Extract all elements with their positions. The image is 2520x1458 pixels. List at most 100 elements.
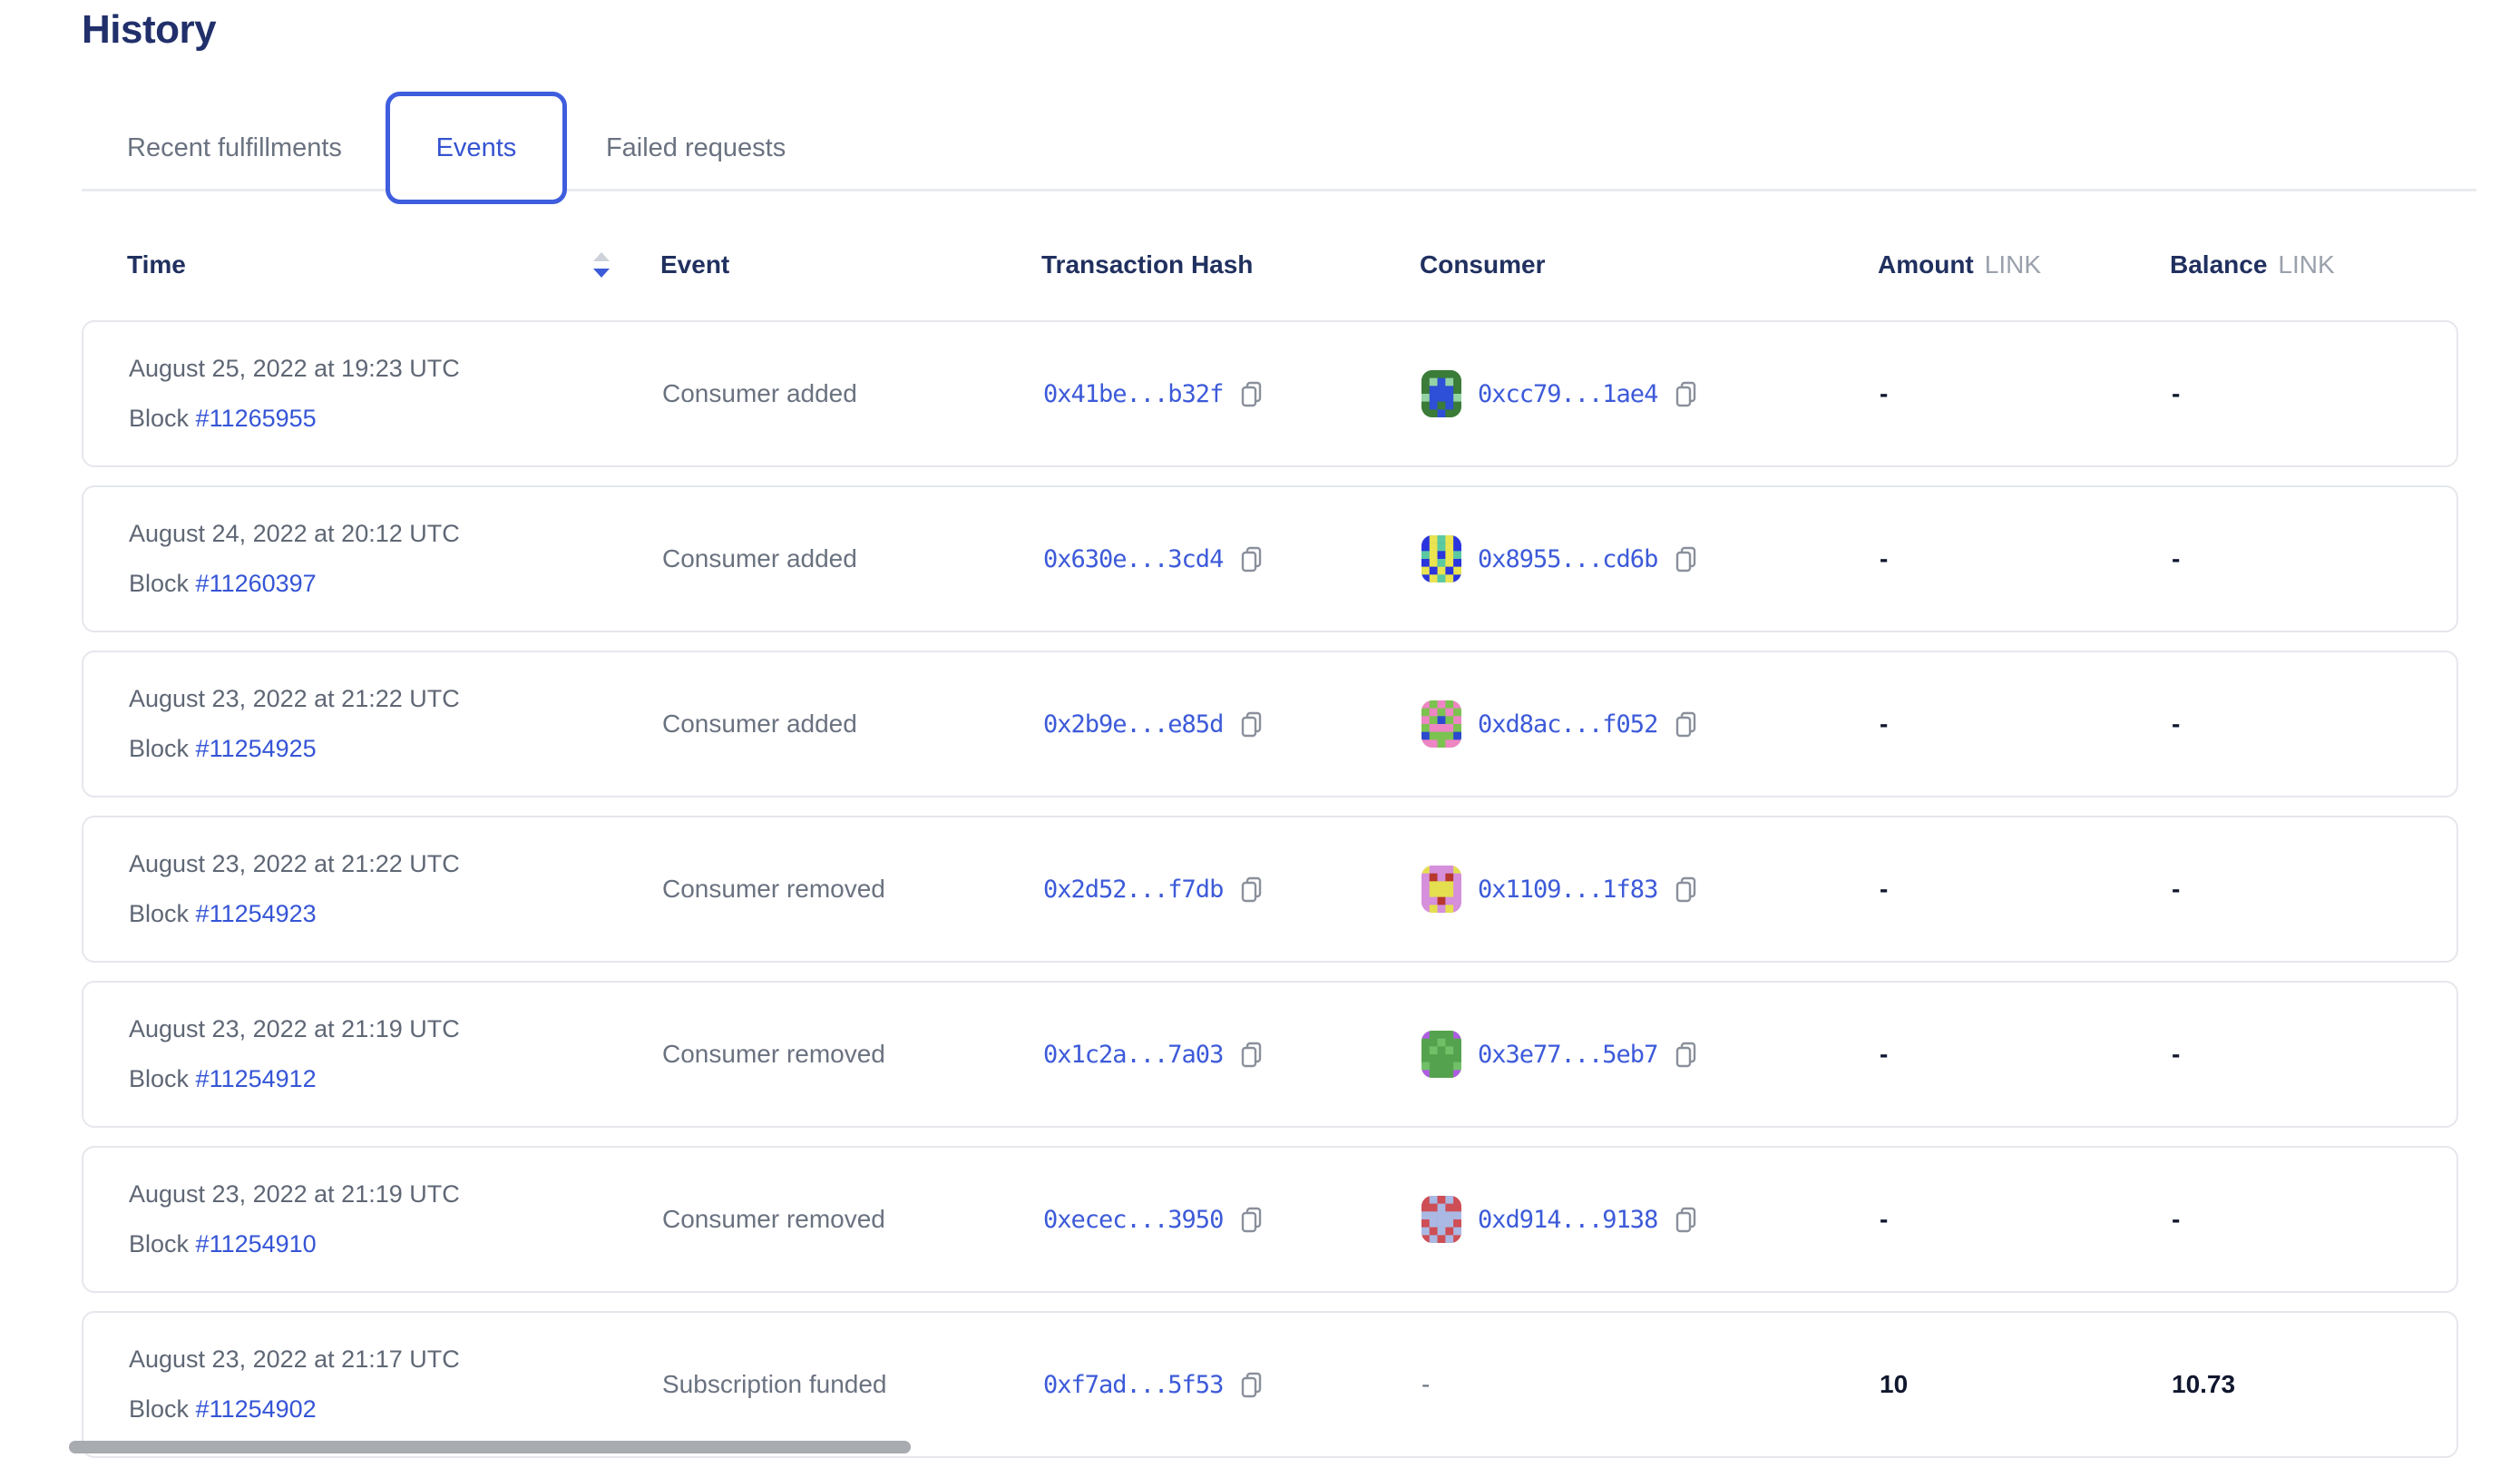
consumer-avatar: [1421, 535, 1461, 582]
copy-icon[interactable]: [1239, 710, 1264, 739]
event-cell: Consumer removed: [662, 875, 885, 903]
balance-cell: -: [2172, 1040, 2181, 1068]
column-header-time-label: Time: [127, 250, 186, 279]
event-cell: Consumer added: [662, 544, 857, 572]
amount-cell: -: [1880, 1040, 1889, 1068]
transaction-hash-cell: 0x1c2a...7a03: [1043, 1041, 1421, 1069]
copy-icon[interactable]: [1674, 545, 1698, 573]
row-block-line: Block #11254910: [129, 1230, 662, 1258]
copy-icon[interactable]: [1239, 545, 1264, 573]
row-block-line: Block #11254902: [129, 1395, 662, 1424]
copy-icon[interactable]: [1674, 876, 1698, 904]
copy-icon[interactable]: [1674, 1041, 1698, 1069]
copy-icon[interactable]: [1674, 710, 1698, 739]
consumer-cell: 0xd8ac...f052: [1421, 700, 1880, 748]
tab-bar: Recent fulfillments Events Failed reques…: [127, 92, 786, 204]
column-header-amount: Amount LINK: [1878, 250, 2170, 279]
consumer-cell: 0x8955...cd6b: [1421, 535, 1880, 582]
balance-cell: -: [2172, 1205, 2181, 1233]
row-date: August 23, 2022 at 21:22 UTC: [129, 685, 460, 712]
amount-cell: -: [1880, 544, 1889, 572]
transaction-hash-link[interactable]: 0x41be...b32f: [1043, 379, 1224, 408]
event-cell: Consumer added: [662, 379, 857, 407]
table-row: August 25, 2022 at 19:23 UTC Block #1126…: [82, 320, 2458, 467]
block-number-link[interactable]: #11254902: [195, 1395, 317, 1423]
sort-up-arrow-icon: [593, 252, 610, 261]
table-row: August 24, 2022 at 20:12 UTC Block #1126…: [82, 485, 2458, 632]
event-cell: Consumer removed: [662, 1040, 885, 1068]
row-block-line: Block #11260397: [129, 570, 662, 598]
transaction-hash-cell: 0x2d52...f7db: [1043, 876, 1421, 904]
table-row: August 23, 2022 at 21:19 UTC Block #1125…: [82, 981, 2458, 1128]
tab-recent-fulfillments[interactable]: Recent fulfillments: [127, 132, 342, 162]
time-cell: August 23, 2022 at 21:19 UTC Block #1125…: [129, 1180, 662, 1258]
table-row: August 23, 2022 at 21:17 UTC Block #1125…: [82, 1311, 2458, 1458]
sort-descending-icon[interactable]: [593, 252, 610, 278]
transaction-hash-link[interactable]: 0xecec...3950: [1043, 1205, 1224, 1234]
time-cell: August 23, 2022 at 21:17 UTC Block #1125…: [129, 1345, 662, 1424]
balance-unit-label: LINK: [2278, 250, 2335, 279]
row-date: August 23, 2022 at 21:19 UTC: [129, 1180, 460, 1208]
column-header-time[interactable]: Time: [127, 250, 660, 279]
row-date: August 23, 2022 at 21:17 UTC: [129, 1345, 460, 1373]
consumer-cell: 0xd914...9138: [1421, 1196, 1880, 1243]
copy-icon[interactable]: [1239, 1206, 1264, 1234]
column-header-consumer: Consumer: [1420, 250, 1546, 279]
column-header-balance: Balance LINK: [2170, 250, 2422, 279]
tab-failed-requests[interactable]: Failed requests: [605, 132, 786, 162]
copy-icon[interactable]: [1674, 1206, 1698, 1234]
amount-cell: -: [1880, 875, 1889, 903]
consumer-address-link[interactable]: 0xd914...9138: [1478, 1205, 1658, 1234]
transaction-hash-cell: 0xecec...3950: [1043, 1206, 1421, 1234]
time-cell: August 23, 2022 at 21:19 UTC Block #1125…: [129, 1015, 662, 1093]
block-number-link[interactable]: #11254910: [195, 1230, 317, 1257]
row-block-line: Block #11254925: [129, 735, 662, 763]
block-number-link[interactable]: #11265955: [195, 405, 317, 432]
transaction-hash-link[interactable]: 0x2d52...f7db: [1043, 875, 1224, 904]
event-cell: Subscription funded: [662, 1370, 887, 1398]
time-cell: August 25, 2022 at 19:23 UTC Block #1126…: [129, 355, 662, 433]
time-cell: August 23, 2022 at 21:22 UTC Block #1125…: [129, 685, 662, 763]
block-number-link[interactable]: #11254923: [195, 900, 317, 927]
consumer-address-link[interactable]: 0xcc79...1ae4: [1478, 379, 1658, 408]
block-number-link[interactable]: #11254912: [195, 1065, 317, 1092]
horizontal-scrollbar-thumb[interactable]: [69, 1441, 911, 1453]
copy-icon[interactable]: [1239, 1371, 1264, 1399]
table-row: August 23, 2022 at 21:22 UTC Block #1125…: [82, 651, 2458, 797]
consumer-avatar: [1421, 1031, 1461, 1078]
copy-icon[interactable]: [1239, 876, 1264, 904]
table-row: August 23, 2022 at 21:19 UTC Block #1125…: [82, 1146, 2458, 1293]
block-number-link[interactable]: #11260397: [195, 570, 317, 597]
consumer-address-link[interactable]: 0xd8ac...f052: [1478, 709, 1658, 739]
amount-cell: -: [1880, 709, 1889, 738]
transaction-hash-link[interactable]: 0x2b9e...e85d: [1043, 709, 1224, 739]
amount-cell: -: [1880, 379, 1889, 407]
transaction-hash-link[interactable]: 0x630e...3cd4: [1043, 544, 1224, 573]
consumer-address-link[interactable]: 0x3e77...5eb7: [1478, 1040, 1658, 1069]
transaction-hash-link[interactable]: 0xf7ad...5f53: [1043, 1370, 1224, 1399]
row-date: August 25, 2022 at 19:23 UTC: [129, 355, 460, 382]
row-date: August 23, 2022 at 21:19 UTC: [129, 1015, 460, 1042]
copy-icon[interactable]: [1239, 380, 1264, 408]
block-number-link[interactable]: #11254925: [195, 735, 317, 762]
table-row: August 23, 2022 at 21:22 UTC Block #1125…: [82, 816, 2458, 963]
row-block-line: Block #11254912: [129, 1065, 662, 1093]
copy-icon[interactable]: [1674, 380, 1698, 408]
amount-cell: -: [1880, 1205, 1889, 1233]
block-label: Block: [129, 735, 190, 762]
row-block-line: Block #11265955: [129, 405, 662, 433]
tabs-divider: [82, 189, 2476, 191]
consumer-avatar: [1421, 1196, 1461, 1243]
transaction-hash-link[interactable]: 0x1c2a...7a03: [1043, 1040, 1224, 1069]
consumer-empty-value: -: [1421, 1370, 1431, 1398]
block-label: Block: [129, 1065, 190, 1092]
consumer-address-link[interactable]: 0x1109...1f83: [1478, 875, 1658, 904]
sort-down-arrow-icon: [593, 269, 610, 278]
consumer-address-link[interactable]: 0x8955...cd6b: [1478, 544, 1658, 573]
consumer-cell: 0xcc79...1ae4: [1421, 370, 1880, 417]
tab-events[interactable]: Events: [385, 92, 567, 204]
amount-cell: 10: [1880, 1370, 1909, 1398]
event-cell: Consumer added: [662, 709, 857, 738]
copy-icon[interactable]: [1239, 1041, 1264, 1069]
